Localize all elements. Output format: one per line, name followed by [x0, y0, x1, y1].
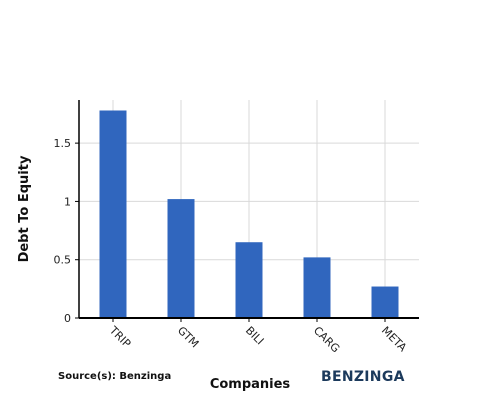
bar-meta [371, 286, 399, 318]
y-tick-label: 0.5 [54, 254, 72, 267]
x-axis-label: Companies [210, 377, 291, 392]
bar-gtm [167, 199, 195, 318]
y-tick-label: 0 [64, 312, 71, 325]
x-tick-label: CARG [311, 324, 342, 355]
x-tick-label: TRIP [106, 323, 133, 350]
y-axis-label: Debt To Equity [17, 155, 32, 262]
bar-trip [99, 110, 127, 319]
y-ticks: 0 0.5 1 1.5 [54, 137, 79, 325]
benzinga-logo: BENZINGA [321, 369, 405, 385]
y-tick-label: 1 [64, 195, 71, 208]
y-tick-label: 1.5 [54, 137, 72, 150]
x-ticks: TRIP GTM BILI CARG META [106, 318, 410, 355]
bar-bili [235, 242, 263, 318]
x-tick-label: GTM [175, 324, 201, 350]
source-note: Source(s): Benzinga [58, 371, 172, 382]
bars [99, 110, 399, 319]
x-tick-label: META [379, 324, 410, 355]
bar-carg [303, 257, 331, 318]
x-tick-label: BILI [243, 324, 266, 347]
